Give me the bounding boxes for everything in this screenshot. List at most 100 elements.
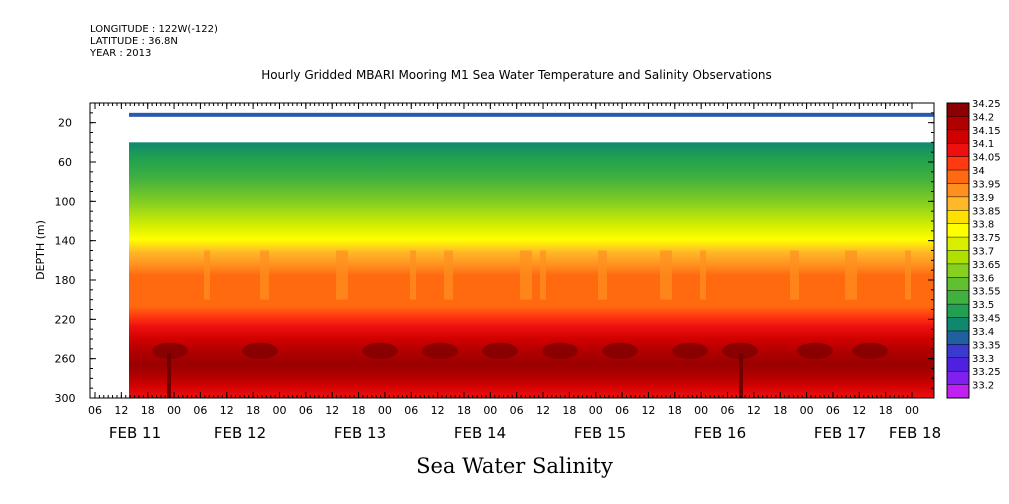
x-tick-label: 06 [299,404,313,417]
x-day-label: FEB 17 [814,424,866,442]
colorbar-label: 33.8 [972,220,994,231]
x-tick-label: 12 [220,404,234,417]
y-tick-label: 20 [58,117,72,130]
x-day-label: FEB 13 [334,424,386,442]
colorbar-label: 33.35 [972,340,1001,351]
salinity-core [242,342,278,359]
x-tick-label: 00 [694,404,708,417]
colorbar-label: 33.6 [972,273,994,284]
footer-title: Sea Water Salinity [416,454,613,478]
salinity-core [852,342,888,359]
longitude-label: LONGITUDE : 122W(-122) [90,24,218,35]
x-tick-label: 00 [378,404,392,417]
colorbar-label: 33.2 [972,381,994,392]
colorbar-swatch [947,223,969,238]
x-tick-label: 12 [114,404,128,417]
x-tick-label: 06 [721,404,735,417]
y-tick-label: 300 [55,392,76,405]
colorbar-label: 33.55 [972,287,1001,298]
colorbar-swatch [947,170,969,184]
salinity-core [152,342,188,359]
colorbar-label: 33.75 [972,233,1001,244]
metadata-block: LONGITUDE : 122W(-122) LATITUDE : 36.8N … [90,24,218,60]
colorbar-swatch [947,143,969,158]
x-day-label: FEB 16 [694,424,746,442]
colorbar-swatch [947,304,969,319]
y-tick-label: 100 [55,195,76,208]
contour-streak [700,250,706,300]
colorbar-label: 33.95 [972,179,1001,190]
colorbar-label: 33.25 [972,367,1001,378]
y-axis-label: DEPTH (m) [34,220,47,280]
contour-streak [905,250,911,300]
colorbar-label: 33.9 [972,193,994,204]
x-tick-label: 12 [747,404,761,417]
x-tick-label: 06 [404,404,418,417]
x-tick-label: 00 [167,404,181,417]
colorbar-label: 34.05 [972,153,1001,164]
x-tick-label: 06 [615,404,629,417]
x-tick-label: 06 [826,404,840,417]
x-tick-label: 12 [325,404,339,417]
contour-streak [410,250,416,300]
y-tick-label: 140 [55,235,76,248]
contour-streak [598,250,607,300]
salinity-core [422,342,458,359]
colorbar-swatch [947,103,969,117]
colorbar-label: 34.2 [972,112,994,123]
colorbar-label: 33.45 [972,314,1001,325]
colorbar-swatch [947,250,969,265]
chart-title: Hourly Gridded MBARI Mooring M1 Sea Wate… [261,68,772,82]
x-tick-label: 06 [510,404,524,417]
salinity-core [602,342,638,359]
x-tick-label: 12 [641,404,655,417]
colorbar-swatch [947,183,969,198]
colorbar-swatch [947,210,969,225]
x-tick-label: 18 [773,404,787,417]
salinity-plume [167,353,171,398]
colorbar-swatch [947,263,969,278]
salinity-core [362,342,398,359]
contour-streak [336,250,348,300]
contour-streak [520,250,532,300]
x-tick-label: 18 [562,404,576,417]
colorbar-swatch [947,317,969,332]
x-tick-label: 00 [272,404,286,417]
x-tick-label: 00 [905,404,919,417]
colorbar-swatch [947,290,969,305]
salinity-core [482,342,518,359]
salinity-core [722,342,758,359]
x-tick-label: 06 [88,404,102,417]
x-tick-label: 12 [431,404,445,417]
x-tick-label: 00 [589,404,603,417]
x-tick-label: 12 [852,404,866,417]
year-label: YEAR : 2013 [90,48,152,59]
colorbar-label: 33.5 [972,300,994,311]
x-day-label: FEB 14 [454,424,506,442]
colorbar-swatch [947,371,969,386]
latitude-label: LATITUDE : 36.8N [90,36,178,47]
x-tick-label: 18 [457,404,471,417]
contour-streak [660,250,672,300]
colorbar-label: 33.4 [972,327,994,338]
colorbar-swatch [947,237,969,251]
colorbar-swatch [947,357,969,372]
salinity-core [797,342,833,359]
x-tick-label: 00 [800,404,814,417]
x-day-label: FEB 12 [214,424,266,442]
x-tick-label: 18 [246,404,260,417]
contour-streak [204,250,210,300]
x-tick-label: 12 [536,404,550,417]
colorbar-swatch [947,116,969,131]
colorbar-swatch [947,344,969,359]
contour-streak [444,250,453,300]
y-tick-label: 220 [55,313,76,326]
salinity-core [542,342,578,359]
x-tick-label: 18 [352,404,366,417]
colorbar-label: 34.15 [972,126,1001,137]
colorbar-swatch [947,277,969,292]
x-day-label: FEB 15 [574,424,626,442]
contour-streak [260,250,269,300]
x-day-label: FEB 11 [109,424,161,442]
